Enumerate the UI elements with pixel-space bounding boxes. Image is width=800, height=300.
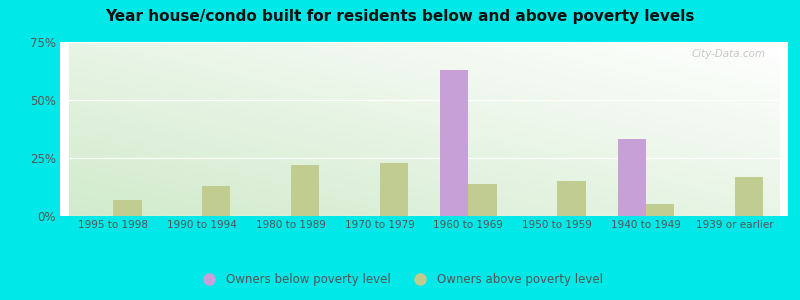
Bar bbox=[618, 140, 646, 216]
Text: City-Data.com: City-Data.com bbox=[692, 49, 766, 59]
Bar bbox=[646, 204, 674, 216]
Bar bbox=[734, 177, 763, 216]
Bar bbox=[114, 200, 142, 216]
Text: Year house/condo built for residents below and above poverty levels: Year house/condo built for residents bel… bbox=[106, 9, 694, 24]
Bar bbox=[440, 70, 468, 216]
Bar bbox=[557, 181, 586, 216]
Bar bbox=[380, 163, 408, 216]
Legend: Owners below poverty level, Owners above poverty level: Owners below poverty level, Owners above… bbox=[193, 269, 607, 291]
Bar bbox=[468, 184, 497, 216]
Bar bbox=[202, 186, 230, 216]
Bar bbox=[291, 165, 319, 216]
